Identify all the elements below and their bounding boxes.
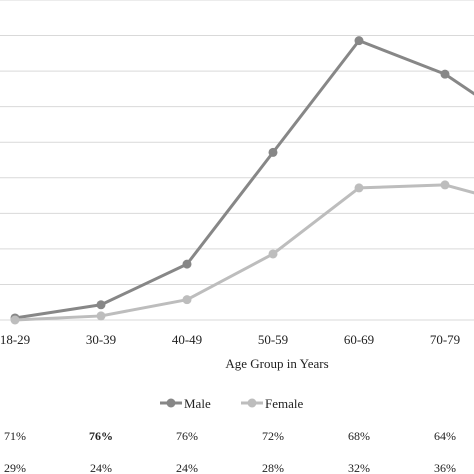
data-point-female bbox=[96, 311, 106, 321]
table-cell: 68% bbox=[348, 429, 370, 443]
legend: Male Female bbox=[160, 396, 303, 411]
x-axis-ticks: 18-29 30-39 40-49 50-59 60-69 70-79 bbox=[0, 332, 460, 347]
legend-label: Female bbox=[265, 396, 303, 411]
data-point-female bbox=[10, 315, 20, 325]
legend-swatch-marker bbox=[247, 398, 257, 408]
legend-label: Male bbox=[184, 396, 211, 411]
data-point-female bbox=[182, 295, 192, 305]
data-point-male bbox=[440, 69, 450, 79]
x-tick-label: 40-49 bbox=[172, 332, 202, 347]
data-point-male bbox=[182, 259, 192, 269]
table-cell: 29% bbox=[4, 461, 26, 474]
table-cell: 72% bbox=[262, 429, 284, 443]
x-tick-label: 18-29 bbox=[0, 332, 30, 347]
x-tick-label: 60-69 bbox=[344, 332, 374, 347]
table-cell: 71% bbox=[4, 429, 26, 443]
x-tick-label: 30-39 bbox=[86, 332, 116, 347]
data-point-female bbox=[268, 249, 278, 259]
data-point-female bbox=[440, 180, 450, 190]
table-cell: 32% bbox=[348, 461, 370, 474]
x-tick-label: 70-79 bbox=[430, 332, 460, 347]
table-cell: 24% bbox=[90, 461, 112, 474]
data-point-female bbox=[354, 183, 364, 193]
table-cell: 76% bbox=[89, 429, 113, 443]
gridlines bbox=[0, 0, 474, 321]
x-tick-label: 50-59 bbox=[258, 332, 288, 347]
legend-swatch-marker bbox=[166, 398, 176, 408]
table-cell: 76% bbox=[176, 429, 198, 443]
series-layer bbox=[10, 36, 474, 325]
percentage-table: 71% 76% 76% 72% 68% 64% 29% 24% 24% 28% 32% 36% bbox=[4, 429, 456, 474]
table-cell: 64% bbox=[434, 429, 456, 443]
series-line-female bbox=[14, 183, 474, 322]
data-point-male bbox=[268, 147, 278, 157]
x-axis-title: Age Group in Years bbox=[225, 356, 328, 371]
data-point-male bbox=[96, 300, 106, 310]
series-line-male bbox=[14, 39, 474, 320]
table-cell: 24% bbox=[176, 461, 198, 474]
table-cell: 36% bbox=[434, 461, 456, 474]
table-cell: 28% bbox=[262, 461, 284, 474]
data-point-male bbox=[354, 36, 364, 46]
